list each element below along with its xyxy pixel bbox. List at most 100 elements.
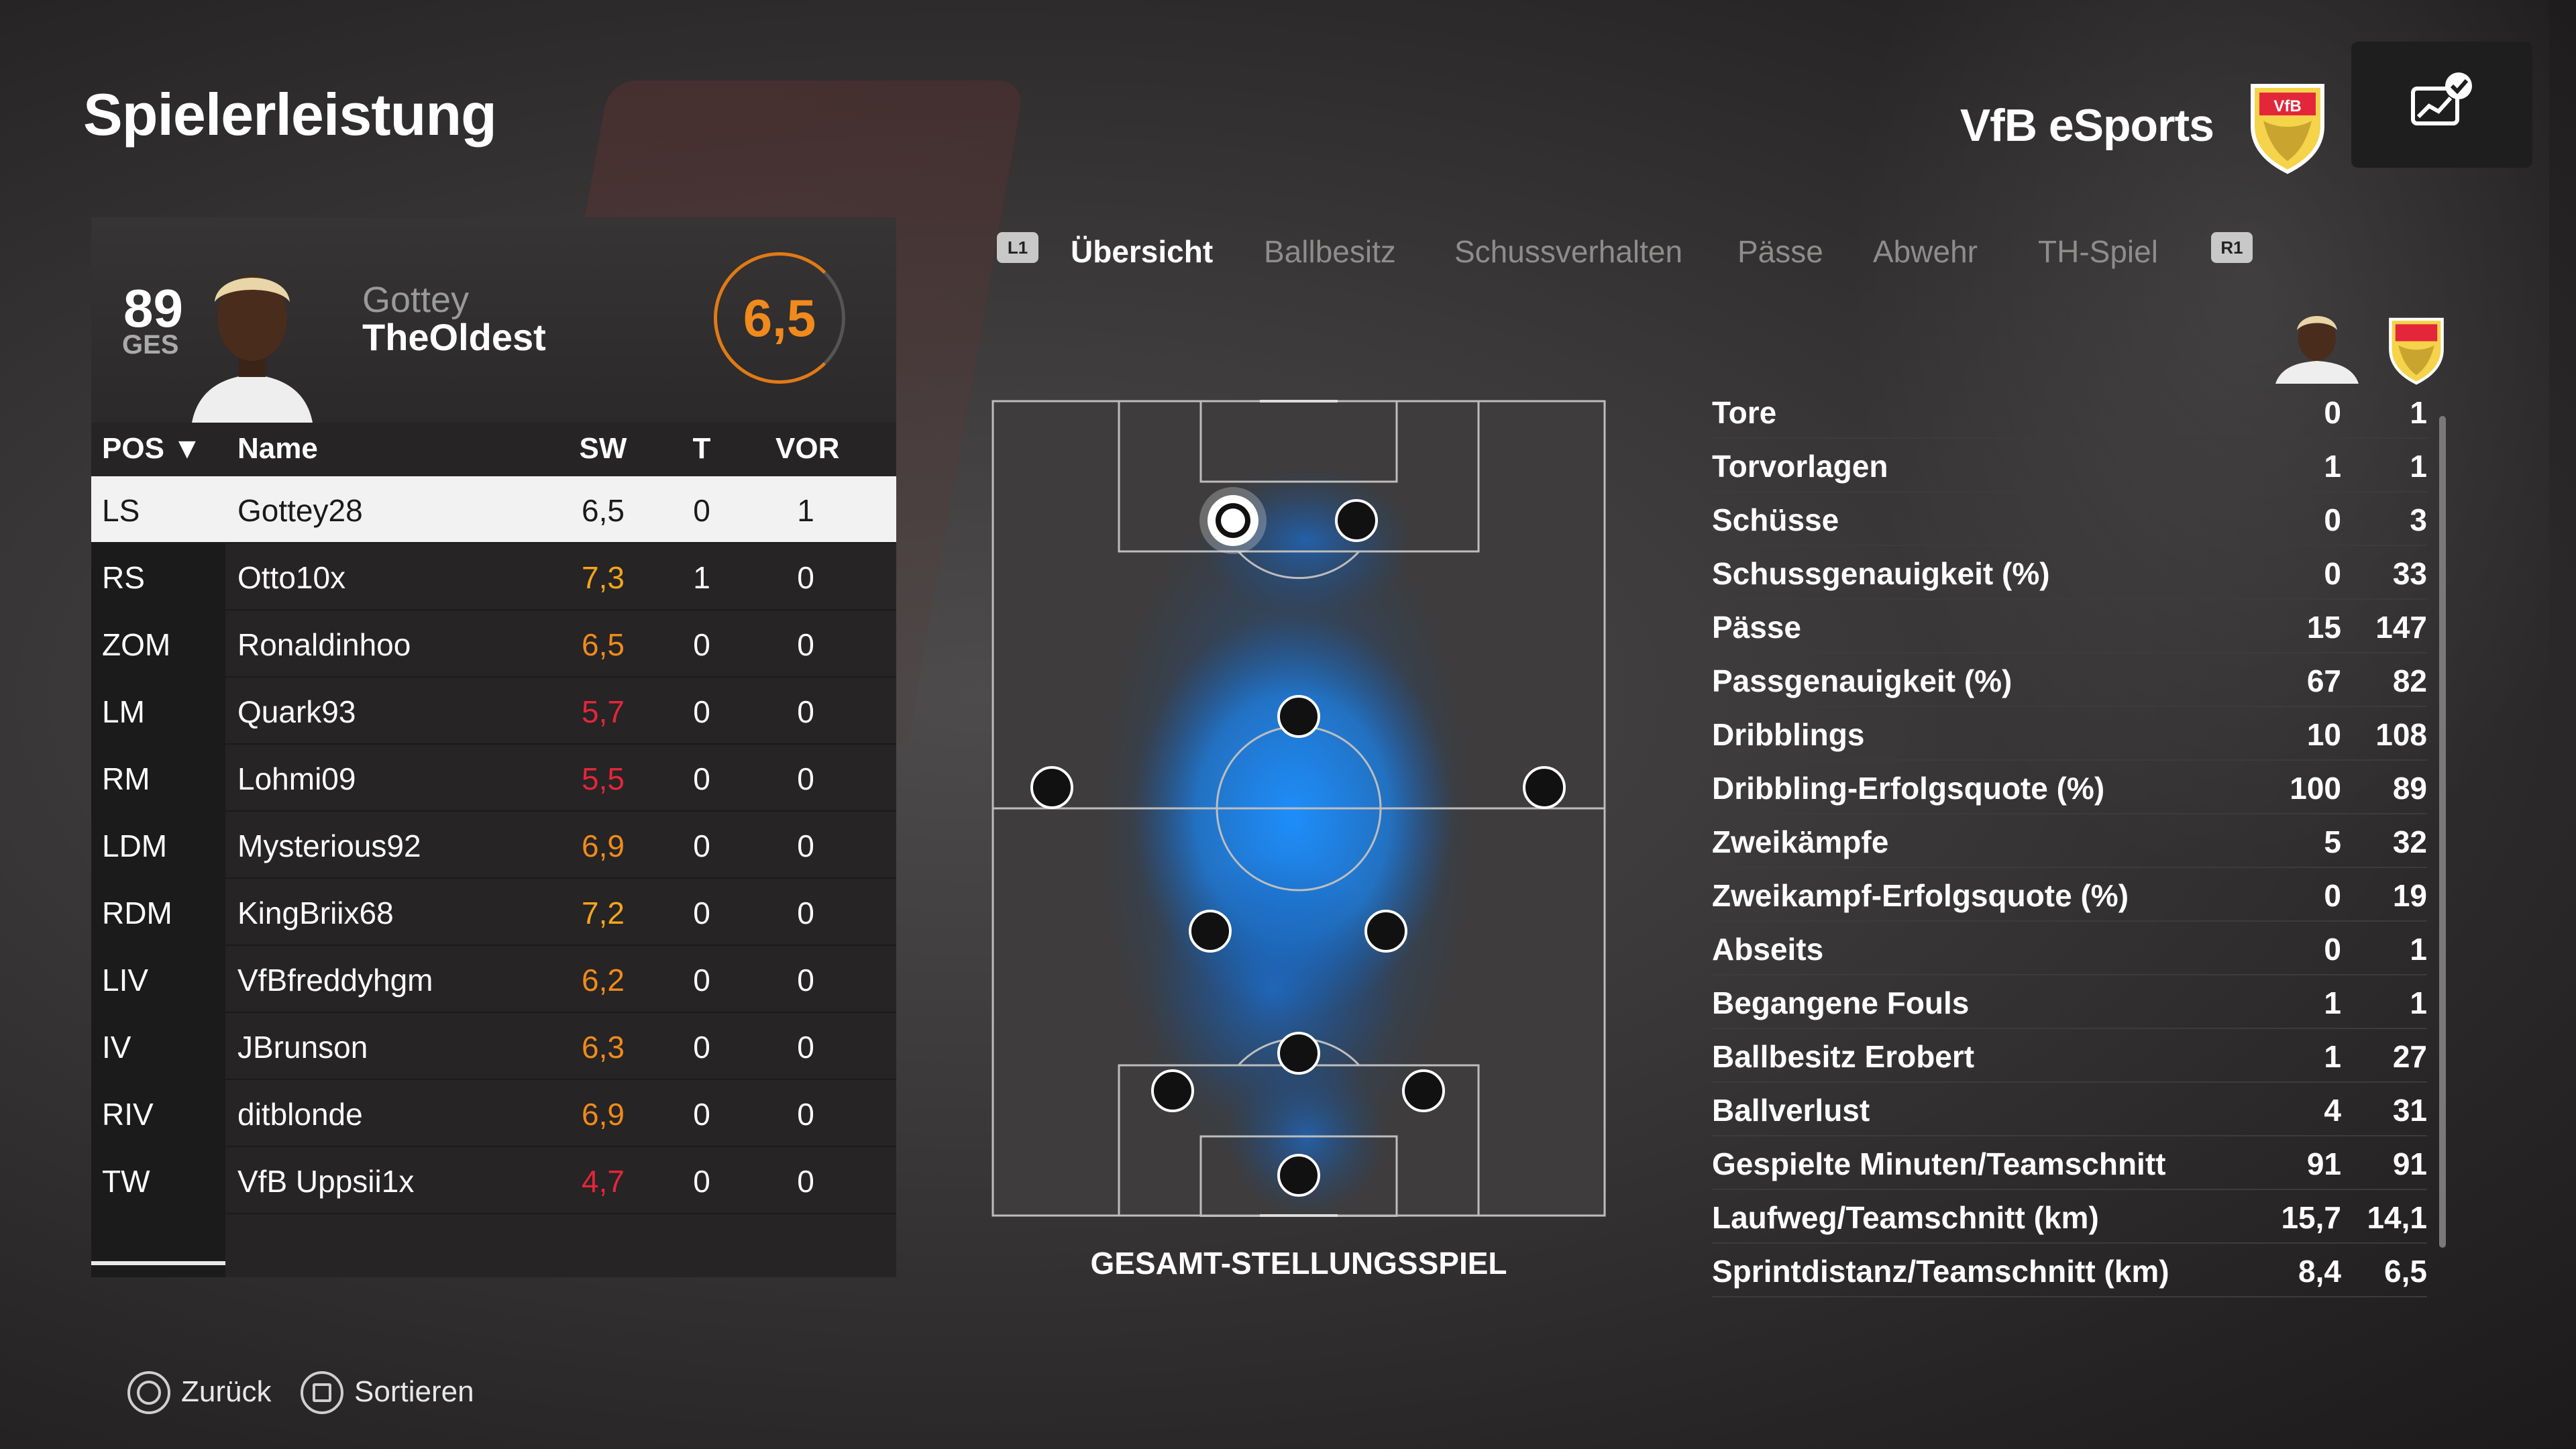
row-pos: IV — [102, 1030, 131, 1065]
row-name: Quark93 — [237, 694, 356, 729]
column-name[interactable]: Name — [237, 432, 318, 465]
player-markers — [1030, 487, 1566, 1197]
stats-scrollbar[interactable] — [2439, 416, 2446, 1248]
tab-schussverhalten[interactable]: Schussverhalten — [1454, 234, 1683, 269]
stat-row: Laufweg/Teamschnitt (km) 15,7 14,1 — [1712, 1190, 2427, 1244]
row-pos: RIV — [102, 1097, 154, 1132]
stat-label: Schüsse — [1712, 502, 1839, 537]
table-row[interactable]: LM Quark93 5,7 0 0 — [91, 678, 896, 745]
team-name: VfB eSports — [1960, 100, 2214, 151]
tab-ballbesitz[interactable]: Ballbesitz — [1264, 234, 1396, 269]
tab-paesse[interactable]: Pässe — [1737, 234, 1823, 269]
stat-label: Zweikämpfe — [1712, 824, 1889, 859]
stat-team-value: 19 — [2392, 878, 2427, 913]
r1-button[interactable]: R1 — [2211, 232, 2253, 263]
table-row[interactable]: IV JBrunson 6,3 0 0 — [91, 1013, 896, 1080]
row-pos-bg — [91, 678, 225, 743]
column-sw[interactable]: SW — [579, 432, 627, 465]
row-goals: 0 — [693, 1164, 710, 1199]
player-marker — [1277, 695, 1320, 738]
row-goals: 0 — [693, 761, 710, 796]
stat-player-value: 0 — [2324, 556, 2341, 591]
table-row[interactable]: RM Lohmi09 5,5 0 0 — [91, 745, 896, 812]
tab-th-spiel[interactable]: TH-Spiel — [2038, 234, 2158, 269]
row-assists: 0 — [797, 560, 814, 595]
table-row[interactable]: ZOM Ronaldinhoo 6,5 0 0 — [91, 610, 896, 678]
row-rating: 6,5 — [582, 493, 625, 528]
stat-player-value: 91 — [2306, 1146, 2341, 1181]
row-assists: 0 — [797, 1097, 814, 1132]
l1-button[interactable]: L1 — [997, 232, 1038, 263]
stat-player-value: 15,7 — [2281, 1200, 2341, 1235]
stat-label: Ballbesitz Erobert — [1712, 1039, 1975, 1074]
stat-row: Begangene Fouls 1 1 — [1712, 975, 2427, 1029]
vfb-crest-small-icon — [2389, 317, 2444, 385]
player-marker — [1030, 766, 1073, 809]
row-name: Otto10x — [237, 560, 346, 595]
player-avatar — [192, 275, 313, 423]
table-row[interactable]: RDM KingBriix68 7,2 0 0 — [91, 879, 896, 946]
column-pos[interactable]: POS ▼ — [102, 432, 202, 465]
stat-row: Dribbling-Erfolgsquote (%) 100 89 — [1712, 761, 2427, 814]
row-pos-bg — [91, 946, 225, 1012]
stat-team-value: 1 — [2410, 395, 2427, 430]
column-vor[interactable]: VOR — [775, 432, 840, 465]
table-row[interactable]: LS Gottey28 6,5 0 1 — [91, 476, 896, 543]
player-performance-panel: 89 GES Gottey TheOldest 6,5 POS ▼ Name S… — [91, 217, 896, 1277]
player-marker — [1277, 1032, 1320, 1075]
table-row[interactable]: RIV ditblonde 6,9 0 0 — [91, 1080, 896, 1147]
stat-team-value: 89 — [2392, 771, 2427, 806]
stat-team-value: 147 — [2375, 610, 2427, 645]
row-rating: 5,7 — [582, 694, 625, 729]
row-pos-bg — [91, 812, 225, 877]
player-marker — [1523, 766, 1566, 809]
player-marker — [1364, 910, 1407, 953]
stat-row: Abseits 0 1 — [1712, 922, 2427, 975]
row-pos: RDM — [102, 896, 172, 930]
stat-player-value: 1 — [2324, 449, 2341, 484]
circle-button-icon[interactable] — [127, 1371, 170, 1414]
vfb-crest-icon: VfB — [2251, 84, 2324, 174]
row-goals: 0 — [693, 1097, 710, 1132]
stat-row: Pässe 15 147 — [1712, 600, 2427, 653]
row-name: KingBriix68 — [237, 896, 394, 930]
row-rating: 7,3 — [582, 560, 625, 595]
stat-row: Ballbesitz Erobert 1 27 — [1712, 1029, 2427, 1083]
tab-abwehr[interactable]: Abwehr — [1873, 234, 1978, 269]
row-rating: 6,2 — [582, 963, 625, 998]
stat-team-value: 91 — [2392, 1146, 2427, 1181]
square-button-icon[interactable] — [301, 1371, 343, 1414]
chart-check-icon[interactable] — [2351, 42, 2532, 168]
page-title: Spielerleistung — [83, 81, 497, 148]
table-row[interactable]: RS Otto10x 7,3 1 0 — [91, 543, 896, 610]
stat-player-value: 5 — [2324, 824, 2341, 859]
player-overall: 89 — [123, 278, 183, 338]
list-scroll-indicator — [91, 1261, 225, 1265]
sort-label[interactable]: Sortieren — [354, 1375, 474, 1408]
stat-player-value: 0 — [2324, 878, 2341, 913]
row-assists: 0 — [797, 694, 814, 729]
row-rating: 4,7 — [582, 1164, 625, 1199]
stat-label: Torvorlagen — [1712, 449, 1888, 484]
stat-team-value: 14,1 — [2367, 1200, 2427, 1235]
stat-label: Schussgenauigkeit (%) — [1712, 556, 2050, 591]
column-t[interactable]: T — [692, 432, 711, 465]
table-row[interactable]: LIV VfBfreddyhgm 6,2 0 0 — [91, 946, 896, 1013]
stat-team-value: 82 — [2392, 663, 2427, 698]
stat-player-value: 15 — [2306, 610, 2341, 645]
tab-uebersicht[interactable]: Übersicht — [1071, 234, 1214, 269]
stat-label: Begangene Fouls — [1712, 985, 1970, 1020]
stat-label: Gespielte Minuten/Teamschnitt — [1712, 1146, 2166, 1181]
row-name: Ronaldinhoo — [237, 627, 411, 662]
row-name: VfB Uppsii1x — [237, 1164, 415, 1199]
table-row[interactable]: LDM Mysterious92 6,9 0 0 — [91, 812, 896, 879]
stat-label: Passgenauigkeit (%) — [1712, 663, 2012, 698]
back-label[interactable]: Zurück — [181, 1375, 272, 1408]
row-pos-bg — [91, 610, 225, 676]
row-goals: 0 — [693, 896, 710, 930]
row-pos-bg — [91, 543, 225, 609]
player-first-name: Gottey — [362, 280, 470, 320]
row-name: VfBfreddyhgm — [237, 963, 433, 998]
player-last-name: TheOldest — [362, 316, 546, 358]
row-pos-bg — [91, 1080, 225, 1146]
